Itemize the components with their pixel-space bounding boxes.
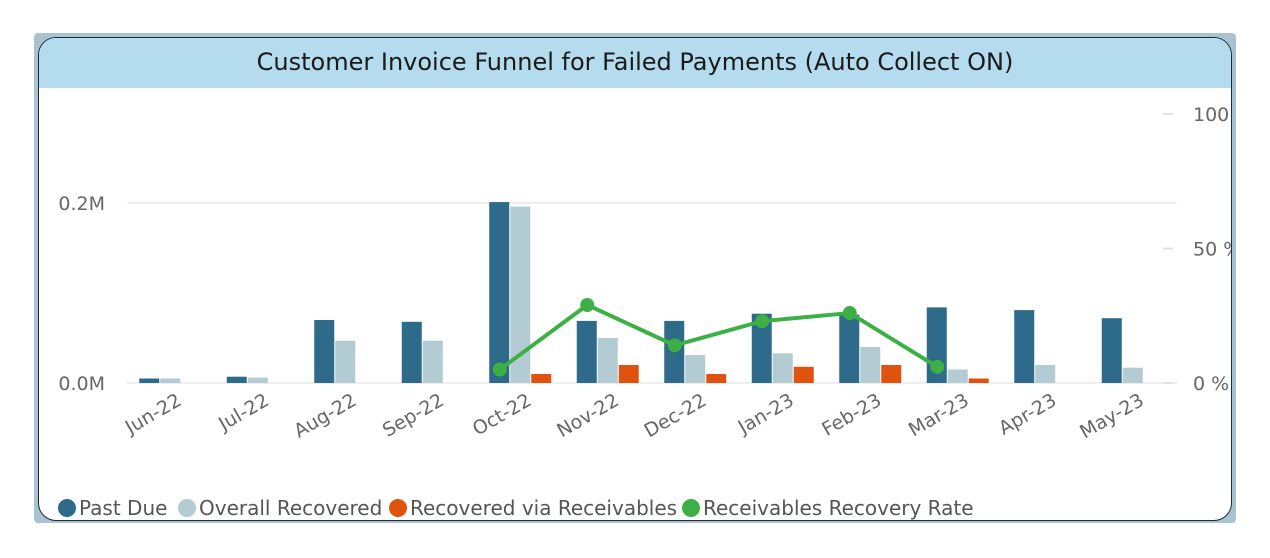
point-receivables-recovery-rate (667, 338, 682, 353)
y-tick-label-right: 100 % (1193, 104, 1231, 126)
y-tick-label-left: 0.2M (58, 193, 105, 215)
x-tick-label: Nov-22 (553, 389, 623, 442)
bar-past-due (489, 202, 510, 383)
line-receivables-recovery-rate (498, 302, 939, 372)
bar-past-due (314, 320, 335, 383)
legend-past-due-label: Past Due (79, 496, 167, 520)
bar-recovered-receivables (793, 366, 814, 383)
bar-past-due (1101, 318, 1122, 383)
y-tick-label-left: 0.0M (58, 373, 105, 395)
x-tick-label: May-23 (1076, 389, 1148, 443)
bar-overall-recovered (860, 347, 881, 383)
point-receivables-recovery-rate (580, 297, 595, 312)
bar-past-due (839, 314, 860, 383)
x-tick-label: Jun-22 (121, 389, 185, 439)
bar-past-due (1014, 310, 1035, 383)
bar-overall-recovered (422, 340, 443, 383)
bar-past-due (139, 378, 160, 383)
bar-recovered-receivables (706, 374, 727, 383)
bar-overall-recovered (685, 355, 706, 383)
bar-past-due (401, 321, 422, 383)
legend-recovery-rate-marker (682, 499, 700, 517)
legend-overall-recovered-marker (178, 499, 196, 517)
bar-overall-recovered (160, 378, 181, 383)
bar-recovered-receivables (968, 378, 989, 383)
bar-recovered-receivables (618, 365, 639, 383)
x-tick-label: Dec-22 (641, 389, 711, 442)
bar-overall-recovered (247, 377, 268, 383)
x-tick-label: Jul-22 (214, 389, 273, 436)
title-bar: Customer Invoice Funnel for Failed Payme… (39, 38, 1231, 88)
x-tick-label: Mar-23 (905, 389, 973, 441)
point-receivables-recovery-rate (930, 359, 945, 374)
bar-recovered-receivables (881, 365, 902, 383)
x-tick-label: Feb-23 (818, 389, 885, 440)
bar-overall-recovered (597, 338, 618, 383)
bar-overall-recovered (1035, 365, 1056, 383)
chart-canvas: 0.0M 0.2M 0 % 50 % 100 % Jun-22 Jul-22 Aug-22 Se… (58, 104, 1231, 520)
chart-card: Customer Invoice Funnel for Failed Payme… (38, 37, 1232, 521)
legend-recovered-receivables-marker (389, 499, 407, 517)
bar-overall-recovered (772, 353, 793, 383)
y-tick-label-right: 0 % (1193, 373, 1229, 395)
bar-past-due (576, 320, 597, 383)
point-receivables-recovery-rate (492, 362, 507, 377)
bar-overall-recovered (947, 369, 968, 383)
x-tick-label: Apr-23 (995, 389, 1060, 439)
point-receivables-recovery-rate (755, 314, 770, 329)
bar-overall-recovered (510, 206, 531, 383)
y-tick-label-right: 50 % (1193, 239, 1231, 261)
legend-past-due-marker (58, 499, 76, 517)
x-tick-label: Oct-22 (469, 389, 535, 440)
bar-recovered-receivables (531, 374, 552, 383)
bar-overall-recovered (1122, 367, 1143, 383)
x-tick-label: Sep-22 (379, 389, 448, 441)
x-tick-label: Jan-23 (734, 389, 798, 439)
legend-recovery-rate-label: Receivables Recovery Rate (703, 496, 974, 520)
legend-overall-recovered-label: Overall Recovered (199, 496, 382, 520)
bar-overall-recovered (335, 340, 356, 383)
bar-past-due (226, 376, 247, 383)
point-receivables-recovery-rate (842, 306, 857, 321)
bar-past-due (751, 313, 772, 383)
x-tick-label: Aug-22 (290, 389, 360, 442)
chart-title: Customer Invoice Funnel for Failed Payme… (256, 48, 1014, 76)
legend-recovered-receivables-label: Recovered via Receivables (410, 496, 677, 520)
